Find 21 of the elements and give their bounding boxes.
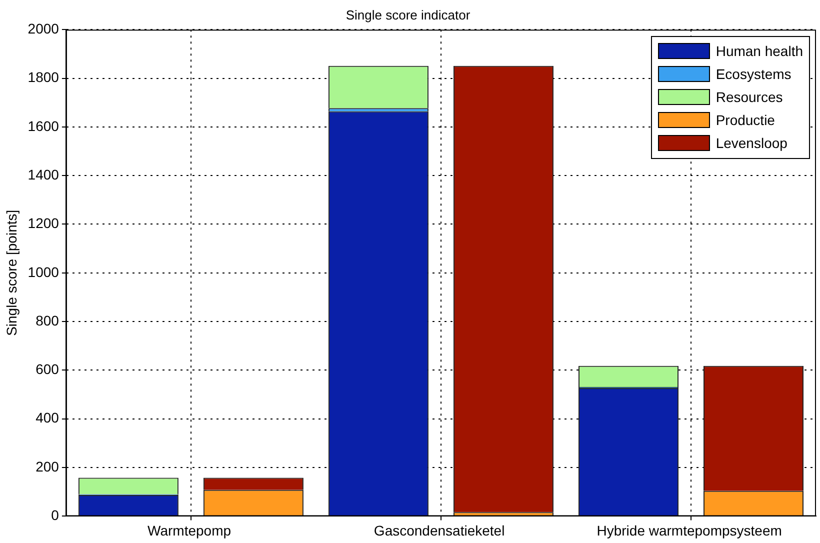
- y-tick-label: 0: [51, 507, 60, 524]
- y-axis-title: Single score [points]: [3, 210, 20, 336]
- y-tick-label: 400: [36, 410, 60, 426]
- y-tick-label: 1000: [28, 264, 60, 280]
- y-tick-label: 800: [36, 312, 60, 328]
- y-tick-label: 1600: [28, 118, 60, 134]
- legend-label: Levensloop: [716, 135, 788, 152]
- legend-label: Productie: [716, 112, 775, 128]
- y-tick-label: 1200: [28, 215, 60, 232]
- y-tick-label: 1400: [28, 166, 60, 182]
- x-tick-label: Warmtepomp: [148, 522, 232, 538]
- y-tick-label: 1800: [28, 69, 60, 86]
- y-tick-label: 2000: [28, 20, 60, 36]
- legend-label: Resources: [716, 89, 783, 106]
- legend-label: Human health: [716, 43, 803, 60]
- x-tick-label: Hybride warmtepompsysteem: [596, 522, 782, 538]
- y-tick-label: 200: [36, 458, 60, 474]
- chart-title: Single score indicator: [346, 7, 471, 22]
- y-tick-label: 600: [36, 361, 60, 378]
- x-tick-label: Gascondensatieketel: [374, 522, 505, 538]
- legend-label: Ecosystems: [716, 66, 792, 82]
